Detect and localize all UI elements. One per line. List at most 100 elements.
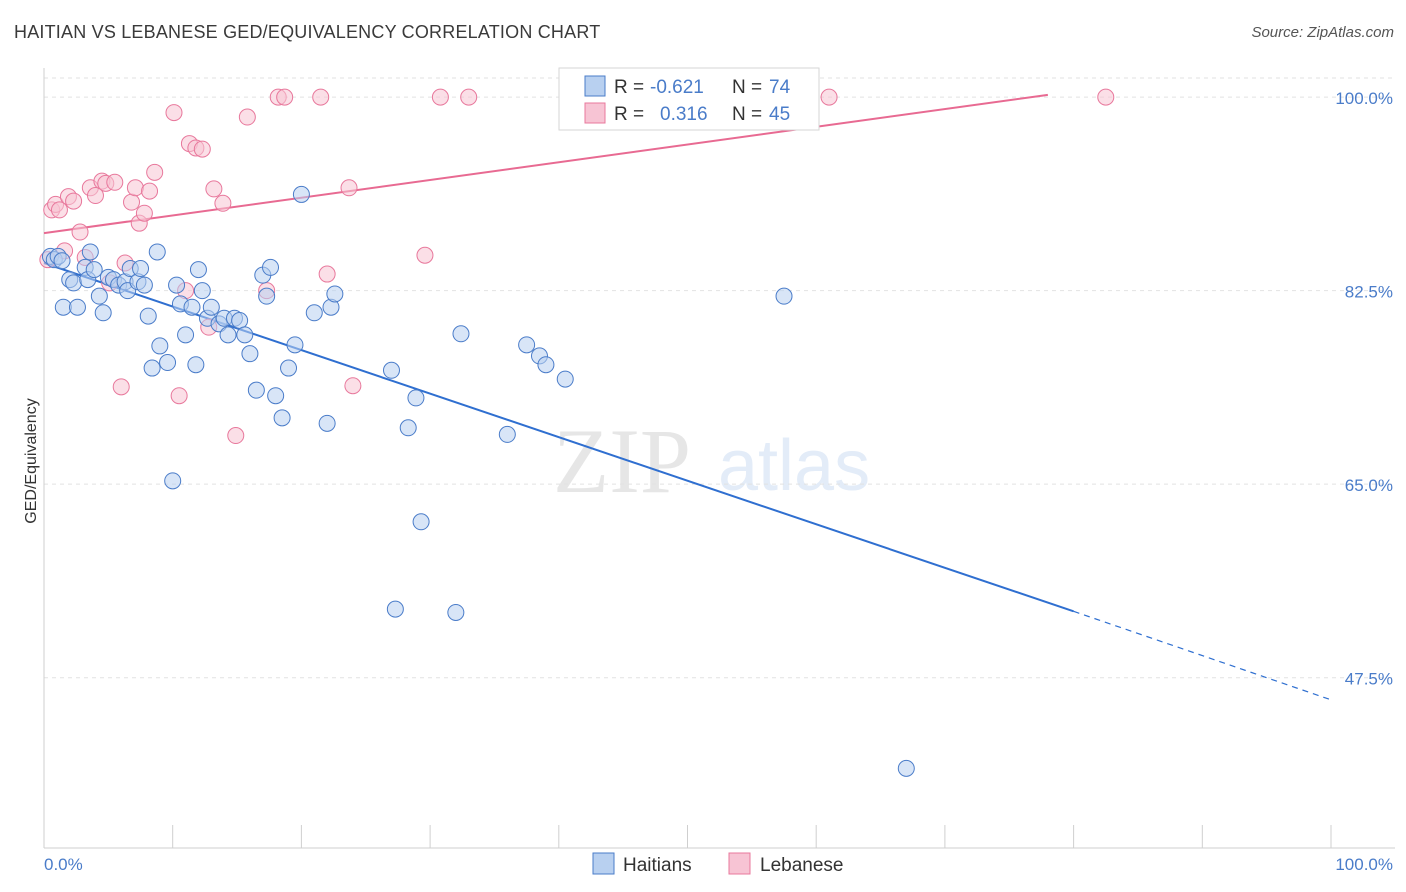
stats-n-label: N = <box>732 104 767 125</box>
point-haitians <box>193 282 211 300</box>
point-haitians <box>168 276 186 294</box>
trend-line-haitians-projection <box>1073 610 1332 701</box>
y-tick-label: 47.5% <box>1345 670 1393 689</box>
point-haitians <box>452 325 470 343</box>
point-haitians <box>54 298 72 316</box>
point-haitians <box>189 261 207 279</box>
point-lebanese <box>820 88 838 106</box>
point-haitians <box>231 312 249 330</box>
point-haitians <box>897 759 915 777</box>
point-haitians <box>258 287 276 305</box>
trend-line-haitians <box>43 262 1074 613</box>
y-axis-label: GED/Equivalency <box>23 398 40 523</box>
point-lebanese <box>312 88 330 106</box>
point-haitians <box>292 185 310 203</box>
point-lebanese <box>165 104 183 122</box>
point-haitians <box>164 472 182 490</box>
y-tick-label: 100.0% <box>1335 89 1393 108</box>
legend-swatch-haitians <box>592 852 615 875</box>
point-haitians <box>775 287 793 305</box>
point-lebanese <box>318 265 336 283</box>
x-tick-label: 100.0% <box>1335 855 1393 874</box>
stats-r-label: R = <box>614 104 649 125</box>
gridlines <box>44 77 1395 679</box>
point-lebanese <box>340 179 358 197</box>
point-lebanese <box>205 180 223 198</box>
stats-box: R = -0.621 N = 74 R = 0.316 N = 45 <box>558 67 820 131</box>
point-haitians <box>94 304 112 322</box>
point-lebanese <box>227 427 245 445</box>
legend-label-haitians: Haitians <box>623 855 692 876</box>
point-haitians <box>219 326 237 344</box>
point-lebanese <box>71 223 89 241</box>
legend: Haitians Lebanese <box>592 852 843 876</box>
point-lebanese <box>106 173 124 191</box>
point-haitians <box>90 287 108 305</box>
trend-lines <box>43 93 1332 701</box>
point-haitians <box>286 336 304 354</box>
point-lebanese <box>276 88 294 106</box>
axes <box>43 68 1395 849</box>
watermark-zip: ZIP <box>553 410 691 512</box>
point-lebanese <box>50 201 68 219</box>
point-haitians <box>85 261 103 279</box>
point-haitians <box>305 304 323 322</box>
point-haitians <box>187 356 205 374</box>
point-lebanese <box>123 193 141 211</box>
point-lebanese <box>170 387 188 405</box>
stats-r-value: 0.316 <box>660 104 708 125</box>
point-haitians <box>386 600 404 618</box>
point-haitians <box>318 414 336 432</box>
stats-swatch-pink <box>584 102 606 124</box>
point-haitians <box>326 285 344 303</box>
point-haitians <box>537 356 555 374</box>
point-haitians <box>262 258 280 276</box>
stats-swatch-blue <box>584 75 606 97</box>
point-haitians <box>132 260 150 278</box>
source-note: Source: ZipAtlas.com <box>1251 24 1394 41</box>
point-lebanese <box>193 140 211 158</box>
point-lebanese <box>238 108 256 126</box>
point-lebanese <box>135 204 153 222</box>
point-lebanese <box>112 378 130 396</box>
point-lebanese <box>126 179 144 197</box>
point-haitians <box>183 298 201 316</box>
point-lebanese <box>86 187 104 205</box>
trend-line-lebanese <box>43 93 1048 235</box>
point-haitians <box>412 513 430 531</box>
legend-swatch-lebanese <box>728 852 751 875</box>
point-lebanese <box>65 192 83 210</box>
point-lebanese <box>344 377 362 395</box>
point-haitians <box>382 361 400 379</box>
y-tick-label: 82.5% <box>1345 283 1393 302</box>
point-haitians <box>556 370 574 388</box>
point-haitians <box>159 354 177 372</box>
point-lebanese <box>416 246 434 264</box>
point-haitians <box>498 425 516 443</box>
stats-r-label: R = <box>614 77 649 98</box>
point-haitians <box>518 336 536 354</box>
point-haitians <box>151 337 169 355</box>
tick-labels: 47.5% 65.0% 82.5% 100.0% 0.0% 100.0% <box>44 89 1393 874</box>
point-haitians <box>53 252 71 270</box>
point-lebanese <box>431 88 449 106</box>
point-haitians <box>280 359 298 377</box>
point-lebanese <box>146 163 164 181</box>
stats-n-label: N = <box>732 77 767 98</box>
point-haitians <box>247 381 265 399</box>
y-tick-label: 65.0% <box>1345 476 1393 495</box>
point-haitians <box>202 298 220 316</box>
point-lebanese <box>141 182 159 200</box>
x-tick-label: 0.0% <box>44 855 83 874</box>
stats-n-value: 74 <box>769 77 791 98</box>
point-haitians <box>267 387 285 405</box>
point-haitians <box>139 307 157 325</box>
point-lebanese <box>1097 88 1115 106</box>
point-haitians <box>177 326 195 344</box>
data-points <box>39 88 1115 777</box>
point-haitians <box>407 389 425 407</box>
watermark-atlas: atlas <box>718 426 870 506</box>
stats-n-value: 45 <box>769 104 790 125</box>
